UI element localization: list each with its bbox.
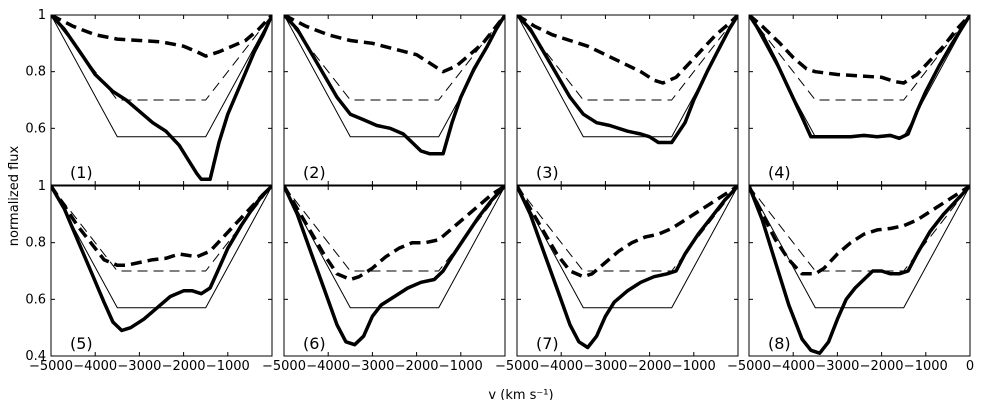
panel-label: (3) xyxy=(536,163,559,182)
model-thin-dashed-line xyxy=(517,186,738,272)
observed-thick-solid-line xyxy=(51,186,272,333)
observed-thick-dashed-line xyxy=(51,186,272,268)
observed-thick-dashed-line xyxy=(517,15,738,85)
panel-4: (4) xyxy=(748,14,971,186)
panel-frame xyxy=(748,185,971,357)
y-tick-label: 0.6 xyxy=(25,292,46,307)
panel-frame xyxy=(50,185,273,357)
panel-frame xyxy=(283,14,506,186)
x-axis-label: v (km s⁻¹) xyxy=(488,388,553,400)
panel-3: (3) xyxy=(516,14,739,186)
x-tick-label: 0 xyxy=(966,359,974,374)
panel-label: (5) xyxy=(70,334,93,353)
x-tick-label: −3000 xyxy=(117,359,161,374)
observed-thick-dashed-line xyxy=(749,15,970,85)
observed-thick-solid-line xyxy=(51,15,272,182)
y-tick-label: 1 xyxy=(38,8,46,23)
panel-7: (7) xyxy=(516,185,739,357)
panel-label: (1) xyxy=(70,163,93,182)
panel-label: (7) xyxy=(536,334,559,353)
x-tick-label: −5000 xyxy=(29,359,73,374)
y-tick-label: 0.4 xyxy=(25,349,46,364)
observed-thick-solid-line xyxy=(749,186,970,355)
panel-frame xyxy=(50,14,273,186)
x-tick-label: −5000 xyxy=(262,359,306,374)
x-tick-label: −2000 xyxy=(860,359,904,374)
x-tick-label: −4000 xyxy=(539,359,583,374)
model-thin-solid-line xyxy=(51,15,272,138)
model-thin-dashed-line xyxy=(749,15,970,101)
panel-5: (5) xyxy=(50,185,273,357)
model-thin-dashed-line xyxy=(284,15,505,101)
y-tick-label: 0.8 xyxy=(25,236,46,251)
panel-plot-area xyxy=(749,186,970,355)
x-tick-label: −3000 xyxy=(350,359,394,374)
panel-plot-area xyxy=(51,186,272,333)
y-axis-label: normalized flux xyxy=(7,145,22,246)
panel-plot-area xyxy=(749,15,970,141)
x-tick-label: −1000 xyxy=(206,359,250,374)
observed-thick-solid-line xyxy=(284,15,505,156)
panel-label: (8) xyxy=(768,334,791,353)
panel-frame xyxy=(516,185,739,357)
observed-thick-dashed-line xyxy=(51,15,272,58)
x-tick-label: −4000 xyxy=(771,359,815,374)
observed-thick-solid-line xyxy=(517,15,738,145)
panel-label: (6) xyxy=(303,334,326,353)
panel-8: (8) xyxy=(748,185,971,357)
x-tick-label: −4000 xyxy=(306,359,350,374)
x-tick-label: −2000 xyxy=(162,359,206,374)
x-tick-label: −1000 xyxy=(439,359,483,374)
model-thin-solid-line xyxy=(517,186,738,309)
x-tick-label: −1000 xyxy=(672,359,716,374)
panel-plot-area xyxy=(284,15,505,156)
x-tick-label: −3000 xyxy=(583,359,627,374)
panel-plot-area xyxy=(51,15,272,182)
observed-thick-dashed-line xyxy=(284,15,505,74)
observed-thick-dashed-line xyxy=(749,186,970,276)
panel-2: (2) xyxy=(283,14,506,186)
panels-group: (1) (2) (3) (4) (5) (6) (7) (8) xyxy=(50,14,971,357)
observed-thick-dashed-line xyxy=(284,186,505,282)
panel-plot-area xyxy=(284,186,505,347)
model-thin-solid-line xyxy=(284,186,505,309)
model-thin-dashed-line xyxy=(749,186,970,272)
x-tick-labels: −5000 −4000 −3000 −2000 −1000 −5000 −4000 −3000… xyxy=(29,359,974,374)
x-tick-label: −3000 xyxy=(815,359,859,374)
model-thin-dashed-line xyxy=(517,15,738,101)
panel-plot-area xyxy=(517,186,738,350)
observed-thick-dashed-line xyxy=(517,186,738,279)
x-tick-label: −4000 xyxy=(73,359,117,374)
observed-thick-solid-line xyxy=(284,186,505,347)
x-tick-label: −2000 xyxy=(395,359,439,374)
y-tick-label: 0.8 xyxy=(25,65,46,80)
panel-frame xyxy=(283,185,506,357)
observed-thick-solid-line xyxy=(517,186,738,350)
panel-label: (2) xyxy=(303,163,326,182)
x-tick-label: −1000 xyxy=(904,359,948,374)
observed-thick-solid-line xyxy=(749,15,970,141)
panel-frame xyxy=(516,14,739,186)
x-tick-label: −5000 xyxy=(727,359,771,374)
y-tick-label: 1 xyxy=(38,179,46,194)
panel-6: (6) xyxy=(283,185,506,357)
x-tick-label: −5000 xyxy=(495,359,539,374)
panel-1: (1) xyxy=(50,14,273,186)
x-tick-label: −2000 xyxy=(628,359,672,374)
y-tick-label: 0.6 xyxy=(25,121,46,136)
panel-frame xyxy=(748,14,971,186)
model-thin-dashed-line xyxy=(51,186,272,272)
panel-label: (4) xyxy=(768,163,791,182)
model-thin-dashed-line xyxy=(284,186,505,272)
panel-plot-area xyxy=(517,15,738,145)
model-thin-solid-line xyxy=(51,186,272,309)
y-tick-labels: 0.6 0.8 1 0.4 0.6 0.8 1 xyxy=(25,8,46,364)
